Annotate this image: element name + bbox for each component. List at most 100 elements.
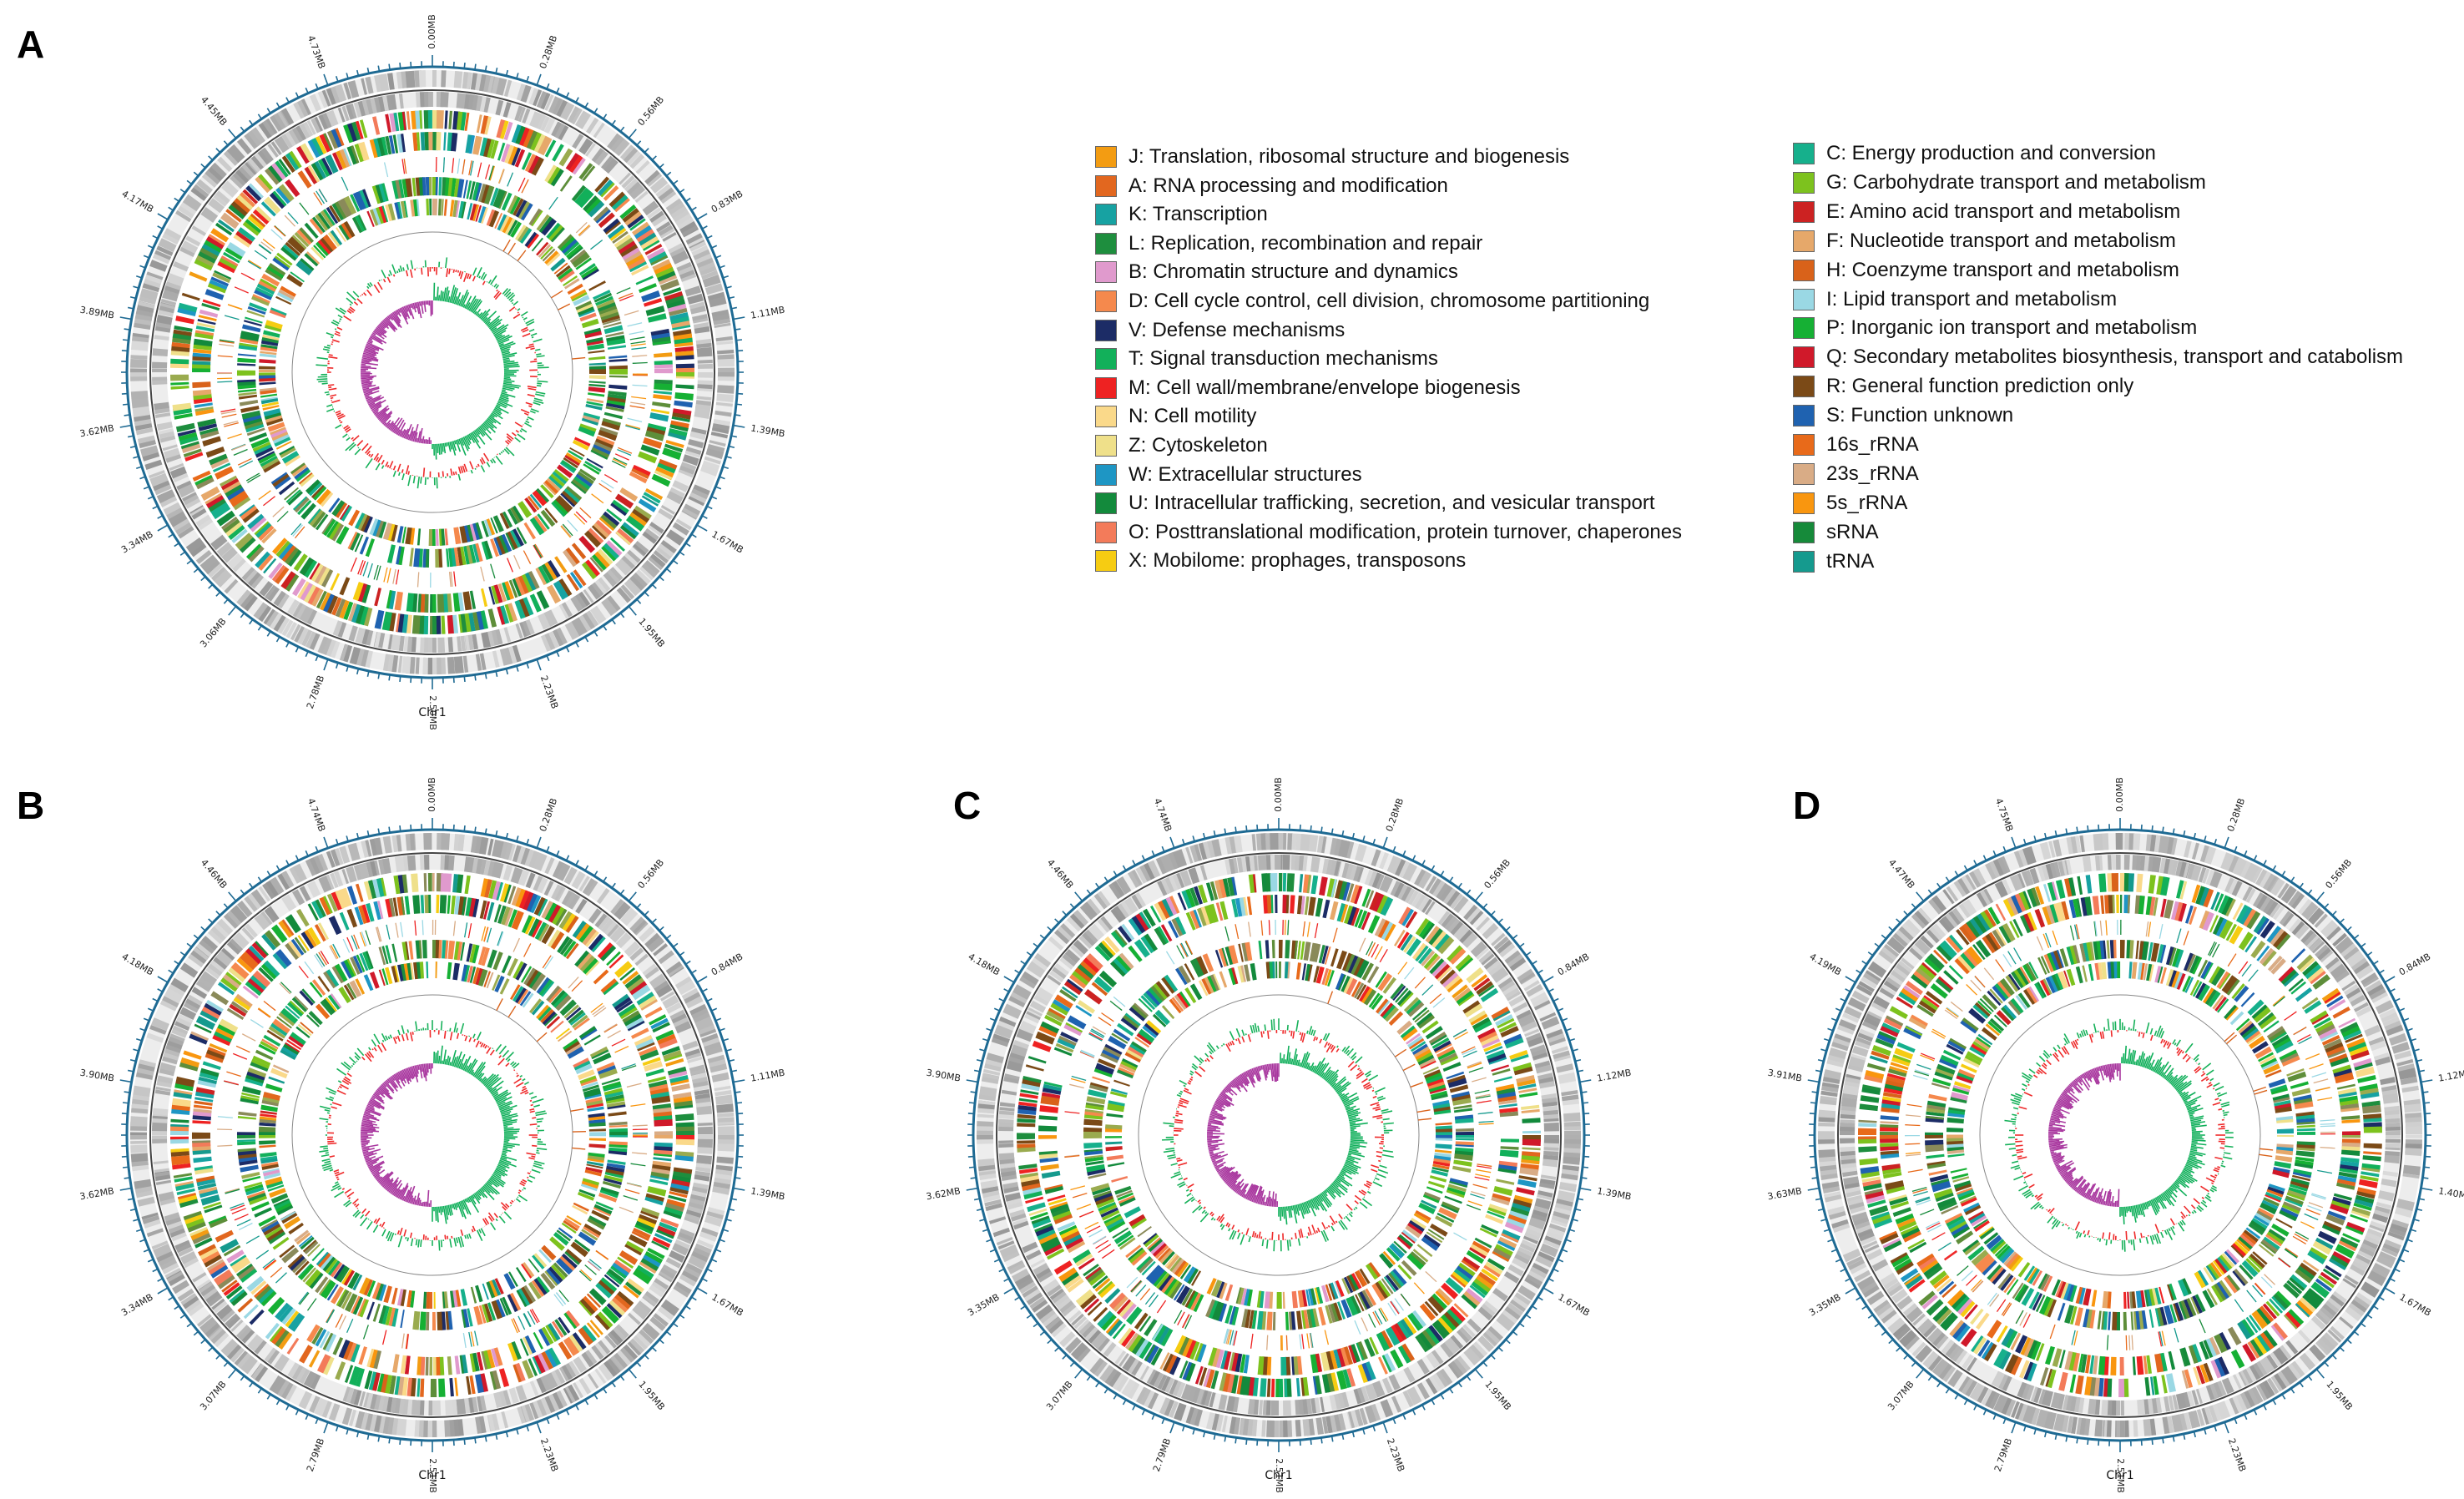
legend-swatch <box>1095 435 1117 457</box>
axis-tick-label: 4.18MB <box>120 951 155 978</box>
axis-tick-label: 0.84MB <box>1556 951 1591 978</box>
axis-tick-label: 0.00MB <box>1273 777 1284 812</box>
axis-tick-label: 3.34MB <box>119 1292 154 1319</box>
legend-label: G: Carbohydrate transport and metabolism <box>1826 170 2206 194</box>
axis-tick-label: 3.06MB <box>198 616 229 649</box>
track-divider <box>149 852 715 1418</box>
legend-item: H: Coenzyme transport and metabolism <box>1793 257 2179 284</box>
legend-item: U: Intracellular trafficking, secretion,… <box>1095 490 1655 517</box>
axis-tick-label: 0.56MB <box>1482 857 1513 891</box>
legend-label: U: Intracellular trafficking, secretion,… <box>1128 492 1655 515</box>
legend-label: E: Amino acid transport and metabolism <box>1826 199 2181 223</box>
axis-tick-label: 3.90MB <box>79 1067 115 1084</box>
cog-legend-right: C: Energy production and conversion G: Ca… <box>1793 140 2452 591</box>
chromosome-label: Chr1 <box>2106 1469 2133 1482</box>
legend-swatch <box>1793 346 1815 369</box>
gc-skew-track <box>1207 1045 1368 1225</box>
legend-item: 23s_rRNA <box>1793 461 1919 487</box>
cog-track-forward <box>1857 872 2382 1398</box>
axis-tick-label: 3.07MB <box>1886 1379 1916 1412</box>
ncrna-track <box>1064 920 1494 1350</box>
legend-swatch <box>1793 171 1815 194</box>
inner-reference-circle <box>1979 994 2261 1276</box>
axis-tick-label: 1.12MB <box>2437 1067 2464 1084</box>
axis-tick-label: 2.79MB <box>305 1437 326 1473</box>
legend-swatch <box>1095 521 1117 543</box>
axis-tick-label: 2.23MB <box>2226 1437 2248 1473</box>
legend-label: C: Energy production and conversion <box>1826 142 2156 164</box>
axis-tick-label: 2.51MB <box>2115 1458 2126 1493</box>
legend-swatch <box>1095 550 1117 573</box>
axis-tick-label: 3.63MB <box>1767 1185 1803 1202</box>
axis-tick-label: 4.75MB <box>1993 797 2015 833</box>
legend-swatch <box>1793 550 1815 573</box>
panel-label-c: C <box>953 784 982 827</box>
axis-tick-label: 0.56MB <box>636 94 667 128</box>
circos-map-c: 0.00MB 0.28MB 0.56MB 0.84MB 1.12MB 1.39MB 1.67… <box>926 777 1633 1493</box>
legend-swatch <box>1095 146 1117 168</box>
legend-item: M: Cell wall/membrane/envelope biogenesi… <box>1095 375 1521 401</box>
legend-swatch <box>1095 406 1117 428</box>
legend-swatch <box>1095 348 1117 371</box>
axis-tick-label: 4.17MB <box>120 189 155 215</box>
legend-swatch <box>1095 204 1117 226</box>
legend-swatch <box>1095 463 1117 486</box>
legend-label: tRNA <box>1826 549 1875 573</box>
cog-track-forward <box>169 872 695 1398</box>
ncrna-track <box>1904 919 2335 1350</box>
axis-tick-label: 0.84MB <box>2397 951 2432 978</box>
legend-swatch <box>1793 492 1815 514</box>
legend-swatch <box>1793 317 1815 340</box>
axis-tick-label: 4.47MB <box>1886 857 1917 891</box>
legend-label: R: General function prediction only <box>1826 375 2134 398</box>
cog-track-3 <box>236 940 629 1331</box>
legend-item: Q: Secondary metabolites biosynthesis, t… <box>1793 344 2403 371</box>
axis-tick-label: 2.79MB <box>1151 1437 1173 1473</box>
axis-tick-label: 0.28MB <box>1384 797 1406 833</box>
axis-tick-label: 3.34MB <box>119 529 154 556</box>
legend-item: D: Cell cycle control, cell division, ch… <box>1095 288 1649 315</box>
legend-item: B: Chromatin structure and dynamics <box>1095 259 1458 285</box>
legend-item: R: General function prediction only <box>1793 373 2133 400</box>
track-divider <box>149 89 715 655</box>
legend-label: L: Replication, recombination and repair <box>1128 231 1483 255</box>
legend-item: S: Function unknown <box>1793 402 2013 429</box>
axis-tick-label: 1.67MB <box>2397 1292 2432 1319</box>
legend-label: N: Cell motility <box>1128 405 1257 428</box>
axis-tick-label: 1.39MB <box>750 422 785 439</box>
legend-item: G: Carbohydrate transport and metabolism <box>1793 169 2206 196</box>
legend-item: O: Posttranslational modification, prote… <box>1095 519 1682 546</box>
axis-tick-label: 3.91MB <box>1767 1067 1803 1084</box>
chromosome-label: Chr1 <box>418 1469 446 1482</box>
legend-swatch <box>1793 143 1815 164</box>
circos-map-a: 0.00MB 0.28MB 0.56MB 0.83MB 1.11MB 1.39MB 1.67… <box>79 14 786 730</box>
gc-skew-track <box>361 1045 520 1224</box>
cog-track-forward <box>1016 872 1542 1398</box>
axis-tick-label: 0.00MB <box>2114 777 2125 812</box>
circos-map-b: 0.00MB 0.28MB 0.56MB 0.84MB 1.11MB 1.39MB 1.67… <box>79 777 786 1493</box>
inner-reference-circle <box>291 231 573 513</box>
gray-track-inner <box>151 855 714 1416</box>
axis-tick-label: 4.46MB <box>1045 857 1076 891</box>
axis-tick-label: 1.11MB <box>750 1067 785 1084</box>
axis-tick-label: 1.40MB <box>2437 1185 2464 1202</box>
gc-content-track <box>1162 1018 1394 1252</box>
axis-tick-label: 1.39MB <box>1596 1185 1632 1202</box>
legend-label: W: Extracellular structures <box>1128 462 1362 486</box>
gray-track-outer <box>1817 832 2423 1438</box>
inner-reference-circle <box>291 994 573 1276</box>
legend-item: C: Energy production and conversion <box>1793 140 2156 167</box>
genome-axis-ring <box>972 828 1586 1442</box>
axis-tick-label: 1.67MB <box>709 529 745 556</box>
axis-ticks <box>966 818 1592 1452</box>
cog-track-4 <box>1946 961 2295 1309</box>
gray-track-outer <box>976 833 1582 1438</box>
axis-tick-label: 2.50MB <box>427 695 438 730</box>
axis-tick-label: 3.89MB <box>79 305 115 321</box>
axis-tick-label: 1.95MB <box>2324 1379 2355 1412</box>
cog-track-3 <box>236 176 629 568</box>
legend-swatch <box>1793 230 1815 252</box>
legend-item: L: Replication, recombination and repair <box>1095 230 1482 257</box>
legend-item: Z: Cytoskeleton <box>1095 432 1268 459</box>
axis-tick-label: 3.35MB <box>1807 1292 1842 1319</box>
